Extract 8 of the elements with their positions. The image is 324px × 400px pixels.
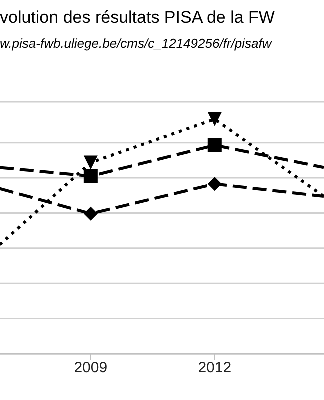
point xyxy=(84,206,98,221)
x-tick-label: 2009 xyxy=(74,360,108,377)
point xyxy=(208,138,222,152)
x-tick-label: 2012 xyxy=(198,360,232,377)
chart-title: volution des résultats PISA de la FW xyxy=(0,8,275,28)
point xyxy=(84,169,98,184)
chart-subtitle: w.pisa-fwb.uliege.be/cms/c_12149256/fr/pisafw xyxy=(0,36,272,51)
point xyxy=(208,177,222,192)
